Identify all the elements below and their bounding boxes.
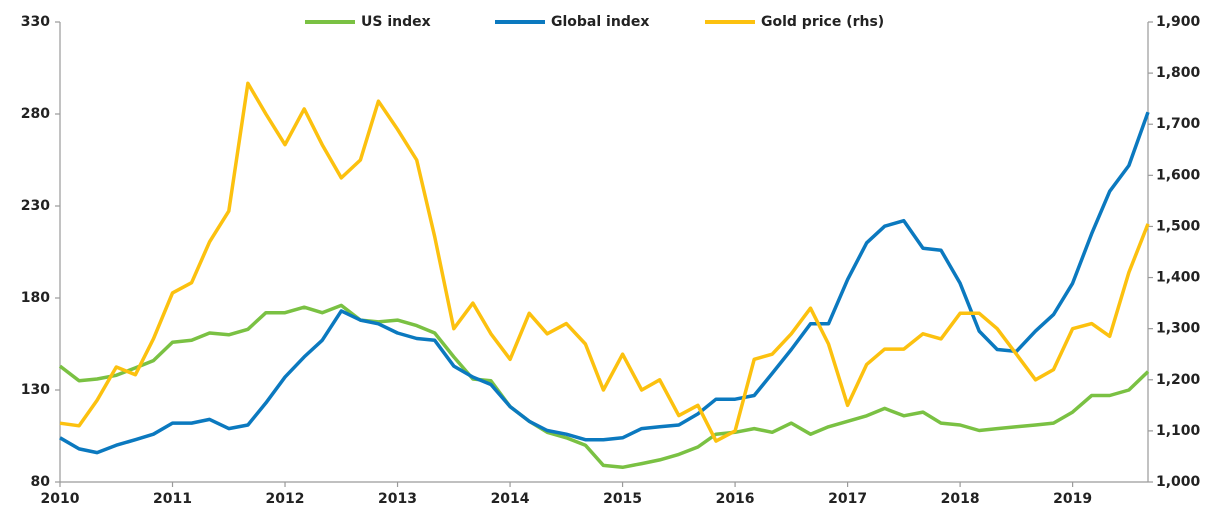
y2-tick-label: 1,000	[1156, 474, 1201, 490]
y2-tick-label: 1,200	[1156, 372, 1201, 388]
x-tick-label: 2012	[266, 491, 305, 507]
x-tick-label: 2017	[828, 491, 867, 507]
legend-label: Global index	[551, 14, 649, 30]
y2-tick-label: 1,800	[1156, 65, 1201, 81]
x-tick-label: 2018	[941, 491, 980, 507]
y-tick-label: 230	[21, 198, 50, 214]
legend-label: Gold price (rhs)	[761, 14, 884, 30]
x-tick-label: 2010	[41, 491, 80, 507]
y-tick-label: 330	[21, 14, 50, 30]
y2-tick-label: 1,400	[1156, 270, 1201, 286]
y-tick-label: 280	[21, 106, 50, 122]
y2-tick-label: 1,300	[1156, 321, 1201, 337]
x-tick-label: 2016	[716, 491, 755, 507]
data-line	[58, 303, 1150, 470]
x-tick-label: 2011	[153, 491, 192, 507]
x-tick-label: 2013	[378, 491, 417, 507]
data-line	[59, 81, 1150, 443]
y2-tick-label: 1,600	[1156, 167, 1201, 183]
legend-label: US index	[361, 14, 431, 30]
y2-tick-label: 1,500	[1156, 218, 1201, 234]
x-tick-label: 2019	[1053, 491, 1092, 507]
y-tick-label: 80	[31, 474, 51, 490]
x-tick-label: 2014	[491, 491, 530, 507]
y2-tick-label: 1,100	[1156, 423, 1201, 439]
x-tick-label: 2015	[603, 491, 642, 507]
y-tick-label: 180	[21, 290, 50, 306]
data-line	[59, 111, 1150, 455]
y2-tick-label: 1,700	[1156, 116, 1201, 132]
y-tick-label: 130	[21, 382, 50, 398]
y2-tick-label: 1,900	[1156, 14, 1201, 30]
